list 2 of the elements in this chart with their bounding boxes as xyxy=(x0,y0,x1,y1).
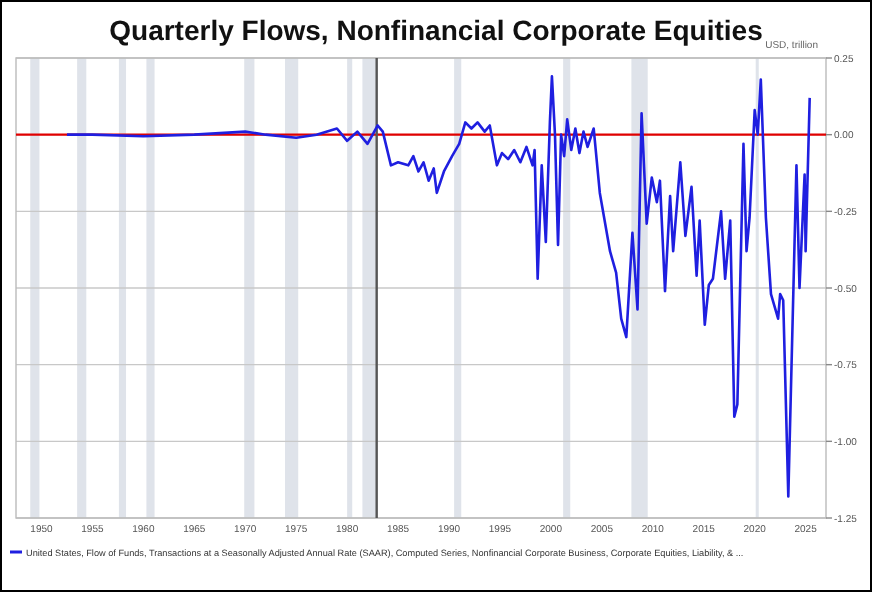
chart-title: Quarterly Flows, Nonfinancial Corporate Equities xyxy=(109,14,764,46)
line-series xyxy=(65,75,811,498)
